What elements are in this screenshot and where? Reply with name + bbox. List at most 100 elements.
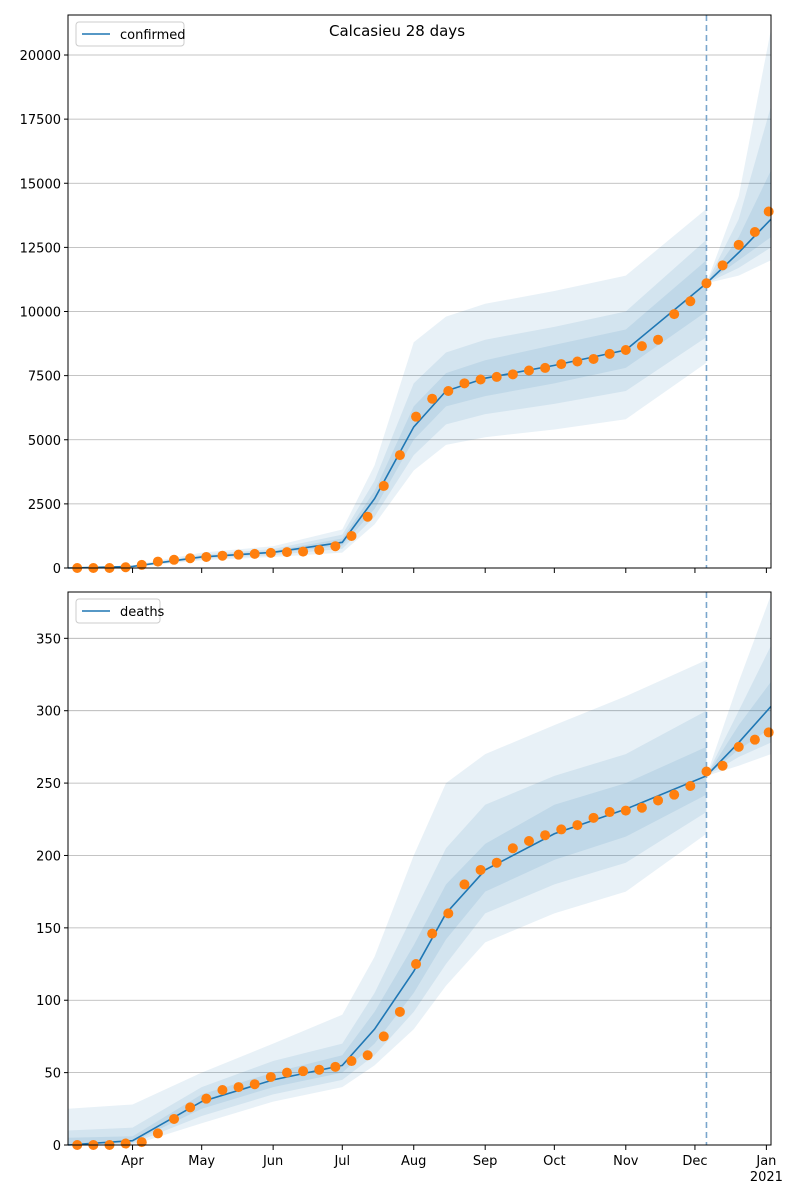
confidence-band [68, 681, 771, 1145]
observed-point [298, 546, 309, 557]
observed-point [136, 559, 147, 570]
y-tick-label: 20000 [20, 49, 61, 64]
observed-point [249, 548, 260, 559]
observed-point [249, 1079, 260, 1090]
observed-point [346, 530, 357, 541]
observed-point [685, 296, 696, 307]
y-tick-label: 200 [36, 849, 61, 864]
observed-point [717, 760, 728, 771]
confidence-band [68, 645, 771, 1145]
observed-point [201, 1093, 212, 1104]
observed-point [281, 547, 292, 558]
observed-point [330, 1061, 341, 1072]
x-tick-label: Apr [121, 1154, 144, 1169]
observed-point [717, 260, 728, 271]
y-tick-label: 10000 [20, 306, 61, 321]
observed-point [733, 741, 744, 752]
observed-point [588, 812, 599, 823]
observed-point [362, 1050, 373, 1061]
observed-point [556, 824, 567, 835]
observed-point [475, 864, 486, 875]
observed-point [491, 857, 502, 868]
observed-point [265, 1071, 276, 1082]
observed-point [701, 278, 712, 289]
observed-point [233, 549, 244, 560]
y-tick-label: 300 [36, 705, 61, 720]
observed-point [669, 309, 680, 320]
observed-point [394, 1006, 405, 1017]
observed-point [411, 959, 422, 970]
observed-point [281, 1067, 292, 1078]
observed-point [201, 551, 212, 562]
x-tick-label: Nov [613, 1154, 639, 1169]
observed-point [507, 843, 518, 854]
observed-point [169, 1113, 180, 1124]
legend-label: confirmed [120, 28, 186, 43]
observed-point [653, 334, 664, 345]
observed-point [265, 547, 276, 558]
observed-point [507, 369, 518, 380]
observed-point [540, 830, 551, 841]
y-tick-label: 2500 [28, 498, 61, 513]
observed-point [588, 353, 599, 364]
observed-point [378, 480, 389, 491]
x-tick-label: Jul [333, 1154, 350, 1169]
observed-point [523, 365, 534, 376]
x-tick-label: Jan [755, 1154, 776, 1169]
y-tick-label: 50 [44, 1067, 61, 1082]
observed-point [120, 562, 131, 573]
observed-point [120, 1138, 131, 1149]
legend-box [75, 598, 161, 624]
y-tick-label: 100 [36, 994, 61, 1009]
observed-point [604, 807, 615, 818]
observed-point [636, 341, 647, 352]
observed-point [427, 928, 438, 939]
y-tick-label: 250 [36, 777, 61, 792]
observed-point [346, 1056, 357, 1067]
model-line [67, 705, 772, 1146]
observed-point [233, 1082, 244, 1093]
observed-point [572, 820, 583, 831]
observed-point [411, 411, 422, 422]
y-tick-label: 5000 [28, 434, 61, 449]
x-tick-label: Sep [473, 1154, 498, 1169]
observed-point [749, 734, 760, 745]
observed-point [491, 371, 502, 382]
x-tick-label: May [188, 1154, 215, 1169]
observed-point [185, 1102, 196, 1113]
observed-point [763, 206, 774, 217]
y-tick-label: 350 [36, 632, 61, 647]
confidence-band [68, 29, 771, 568]
observed-point [556, 359, 567, 370]
y-tick-label: 150 [36, 922, 61, 937]
observed-point [685, 780, 696, 791]
observed-point [572, 356, 583, 367]
confidence-band [68, 594, 771, 1145]
observed-point [169, 554, 180, 565]
y-tick-label: 0 [53, 562, 61, 577]
observed-point [298, 1066, 309, 1077]
observed-point [314, 1064, 325, 1075]
observed-point [701, 766, 712, 777]
y-tick-label: 12500 [20, 241, 61, 256]
observed-point [523, 835, 534, 846]
observed-point [459, 879, 470, 890]
observed-point [475, 374, 486, 385]
observed-point [314, 545, 325, 556]
observed-point [733, 239, 744, 250]
observed-point [443, 386, 454, 397]
observed-point [136, 1137, 147, 1148]
observed-point [427, 393, 438, 404]
chart-title: Calcasieu 28 days [329, 22, 465, 40]
x-tick-label: Jun [262, 1154, 283, 1169]
observed-point [152, 556, 163, 567]
observed-point [217, 1084, 228, 1095]
observed-point [394, 450, 405, 461]
observed-point [459, 378, 470, 389]
plot-frame [67, 591, 772, 1146]
legend-box [75, 21, 185, 47]
observed-point [636, 802, 647, 813]
observed-point [540, 362, 551, 373]
observed-point [749, 226, 760, 237]
